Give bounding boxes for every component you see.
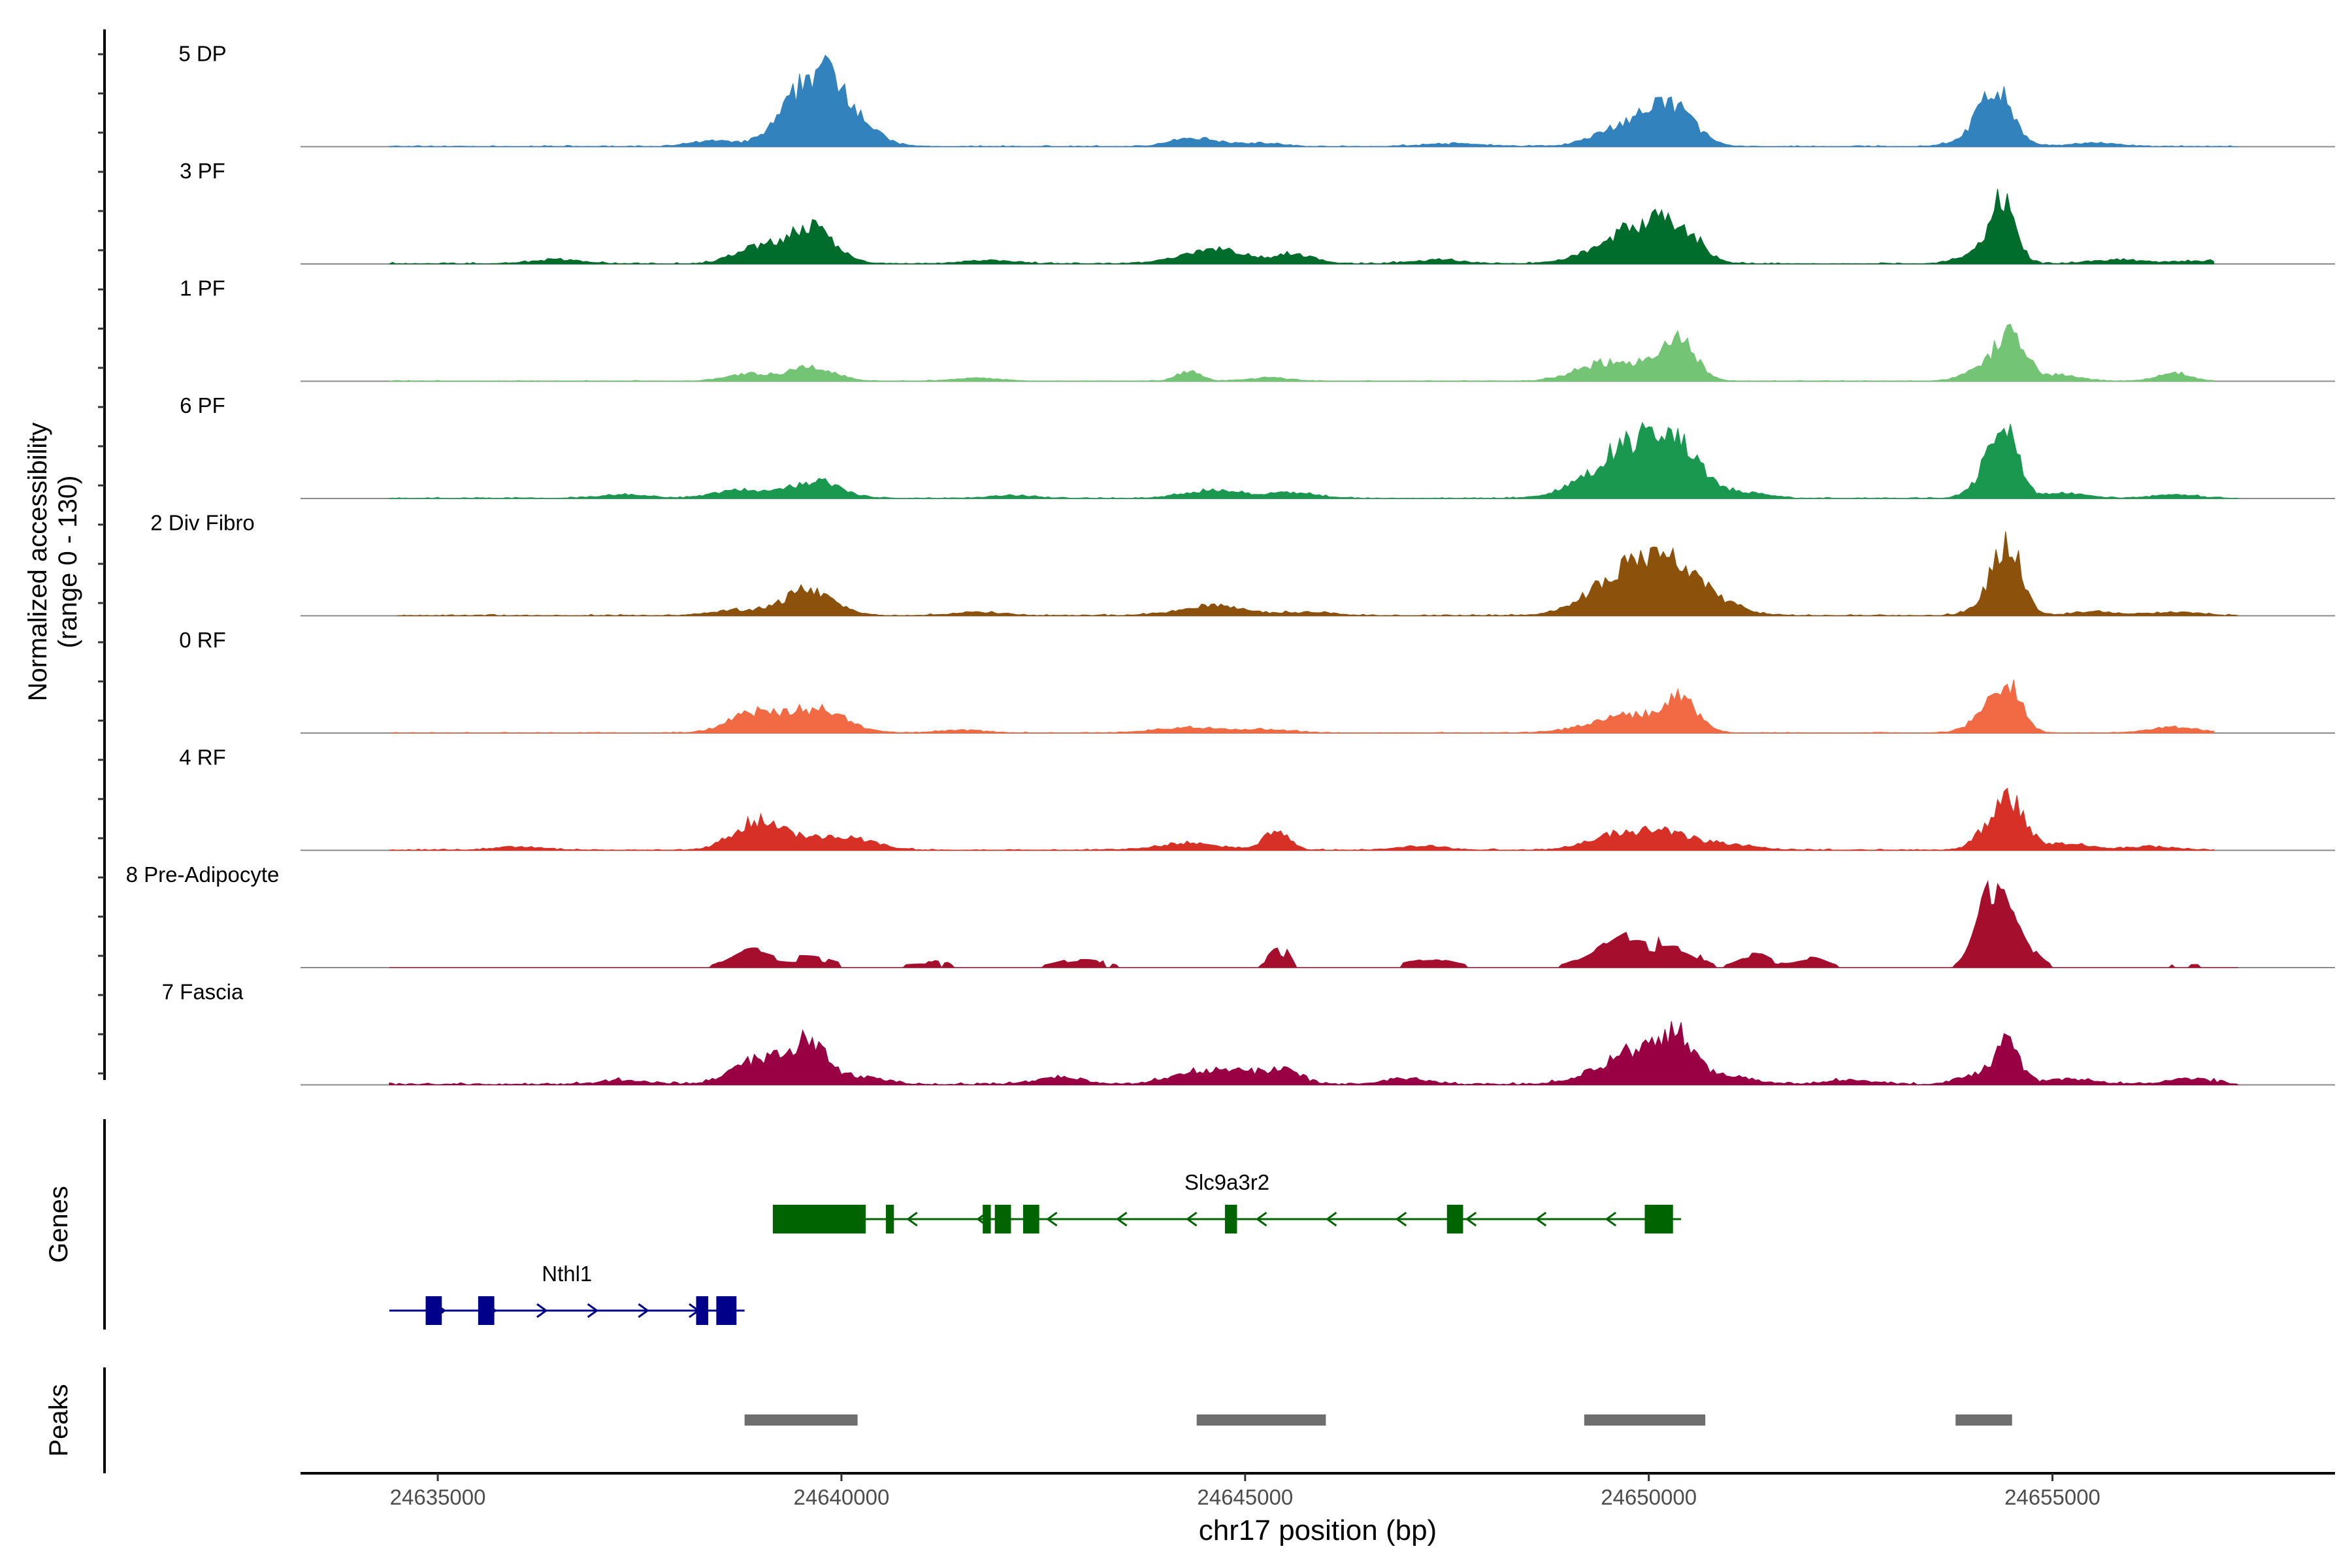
peak-region [1196, 1414, 1326, 1426]
peaks-section-label: Peaks [44, 1384, 73, 1456]
track-coverage-area [397, 531, 2239, 617]
track-label: 1 PF [180, 276, 225, 301]
x-axis-tick-label: 24645000 [1197, 1485, 1293, 1509]
gene-exon [1644, 1205, 1673, 1233]
x-axis-tick-label: 24650000 [1601, 1485, 1697, 1509]
gene-exon [425, 1296, 442, 1325]
track-label: 4 RF [179, 745, 226, 770]
gene-exon [772, 1205, 866, 1233]
track-5-dp: 5 DP [178, 42, 2335, 148]
track-label: 5 DP [178, 42, 226, 66]
track-label: 2 Div Fibro [150, 511, 255, 535]
strand-arrow [1535, 1211, 1547, 1227]
gene-label: Slc9a3r2 [1184, 1170, 1269, 1194]
coverage-y-axis [98, 29, 106, 1080]
gene-exon [994, 1205, 1011, 1233]
x-axis: 24635000 24640000 24645000 24650000 24655000 [390, 1473, 2100, 1509]
strand-arrow [587, 1303, 599, 1318]
strand-arrow [1395, 1211, 1407, 1227]
track-label: 7 Fascia [162, 980, 244, 1004]
strand-arrow [906, 1211, 918, 1227]
gene-exon [716, 1296, 737, 1325]
gene-exon [478, 1296, 495, 1325]
strand-arrow [1046, 1211, 1058, 1227]
track-coverage-area [389, 54, 2238, 148]
track-coverage-area [389, 421, 2238, 499]
gene-annotation-track: Slc9a3r2 Nthl1 [389, 1170, 1682, 1325]
x-axis-label: chr17 position (bp) [1199, 1514, 1437, 1546]
x-axis-tick-label: 24655000 [2004, 1485, 2100, 1509]
track-1-pf: 1 PF [180, 276, 2335, 382]
gene-nthl1: Nthl1 [389, 1262, 745, 1325]
peak-region [1955, 1414, 2012, 1426]
strand-arrow [1605, 1211, 1617, 1227]
strand-arrow [536, 1303, 548, 1318]
track-coverage-area [389, 880, 2238, 969]
coverage-tracks: 5 DP 3 PF 1 PF 6 PF 2 Div Fibro 0 RF 4 RF 8 Pre… [126, 42, 2335, 1086]
genes-section-label: Genes [44, 1186, 73, 1263]
track-label: 3 PF [180, 159, 225, 183]
track-label: 8 Pre-Adipocyte [126, 862, 280, 887]
gene-slc9a3r2: Slc9a3r2 [772, 1170, 1682, 1233]
y-axis-label-line2: (range 0 - 130) [54, 476, 82, 649]
gene-exon [983, 1205, 991, 1233]
track-4-rf: 4 RF [179, 745, 2335, 851]
strand-arrow [638, 1303, 649, 1318]
peak-region [744, 1414, 858, 1426]
x-axis-tick-label: 24635000 [390, 1485, 486, 1509]
track-2-div-fibro: 2 Div Fibro [150, 511, 2335, 617]
x-axis-tick-label: 24640000 [794, 1485, 890, 1509]
track-0-rf: 0 RF [179, 628, 2335, 734]
gene-label: Nthl1 [542, 1262, 592, 1286]
peaks-track [744, 1414, 2012, 1426]
track-6-pf: 6 PF [180, 393, 2335, 499]
strand-arrow [1255, 1211, 1267, 1227]
track-7-fascia: 7 Fascia [162, 980, 2335, 1086]
track-8-pre-adipocyte: 8 Pre-Adipocyte [126, 862, 2335, 969]
gene-exon [1022, 1205, 1039, 1233]
track-coverage-area [389, 1021, 2240, 1086]
track-coverage-area [389, 679, 2215, 734]
y-axis-label-line1: Normalized accessibility [24, 423, 52, 702]
gene-exon [696, 1296, 709, 1325]
strand-arrow [1185, 1211, 1198, 1227]
track-coverage-area [389, 787, 2215, 851]
track-coverage-area [389, 189, 2215, 265]
strand-arrow [1465, 1211, 1477, 1227]
peak-region [1584, 1414, 1706, 1426]
strand-arrow [1325, 1211, 1337, 1227]
gene-exon [1446, 1205, 1463, 1233]
gene-exon [1224, 1205, 1237, 1233]
gene-exon [885, 1205, 894, 1233]
track-coverage-area [389, 323, 2215, 382]
strand-arrow [1115, 1211, 1128, 1227]
track-label: 0 RF [179, 628, 226, 652]
track-3-pf: 3 PF [180, 159, 2335, 265]
track-label: 6 PF [180, 393, 225, 417]
